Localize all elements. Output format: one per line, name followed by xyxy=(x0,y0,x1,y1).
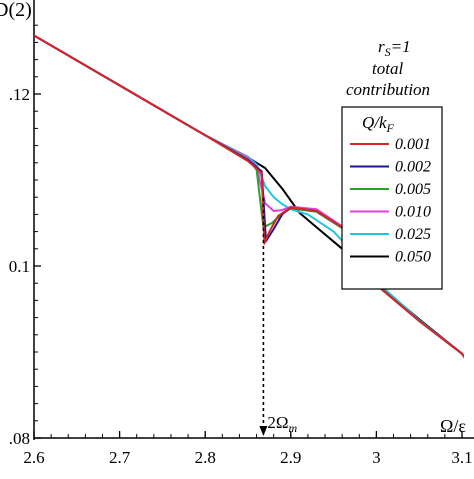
x-tick-label-0: 2.6 xyxy=(23,448,44,467)
axis-ticks xyxy=(33,24,463,439)
y-tick-label-0: .12 xyxy=(9,85,30,104)
x-tick-label-5: 3.1 xyxy=(451,448,472,467)
marker-label: 2Ωm xyxy=(267,413,297,435)
tick-labels: 2.6 2.7 2.8 2.9 3 3.1 .12 0.1 .08 xyxy=(9,85,473,467)
legend-label-0.005: 0.005 xyxy=(395,181,431,198)
y-axis-label-main: D(2) xyxy=(0,0,32,21)
legend-label-0.025: 0.025 xyxy=(395,226,431,243)
y-tick-label-1: 0.1 xyxy=(9,257,30,276)
x-tick-label-1: 2.7 xyxy=(109,448,131,467)
legend: Q/kF 0.001 0.002 0.005 0.010 0.025 0.050 xyxy=(341,106,443,290)
annotation-total: total xyxy=(372,59,403,78)
x-tick-label-4: 3 xyxy=(372,448,381,467)
annotation-contribution: contribution xyxy=(346,80,430,99)
legend-label-0.001: 0.001 xyxy=(395,136,431,153)
y-axis-label: D(2) xyxy=(0,0,32,21)
x-tick-label-3: 2.9 xyxy=(280,448,301,467)
series-lines xyxy=(34,34,464,359)
legend-label-0.002: 0.002 xyxy=(395,159,431,176)
param-annotation: rS=1 xyxy=(378,37,411,59)
marker-arrowhead xyxy=(259,426,268,436)
series-line-0.001 xyxy=(34,34,464,359)
legend-box xyxy=(341,106,443,290)
legend-items: 0.001 0.002 0.005 0.010 0.025 0.050 xyxy=(350,136,431,266)
legend-label-0.050: 0.050 xyxy=(395,249,431,266)
legend-title: Q/kF xyxy=(362,113,395,135)
x-tick-label-2: 2.8 xyxy=(195,448,216,467)
legend-label-0.010: 0.010 xyxy=(395,204,431,221)
y-tick-label-2: .08 xyxy=(9,429,30,448)
x-axis-label: Ω/ε xyxy=(440,416,466,436)
